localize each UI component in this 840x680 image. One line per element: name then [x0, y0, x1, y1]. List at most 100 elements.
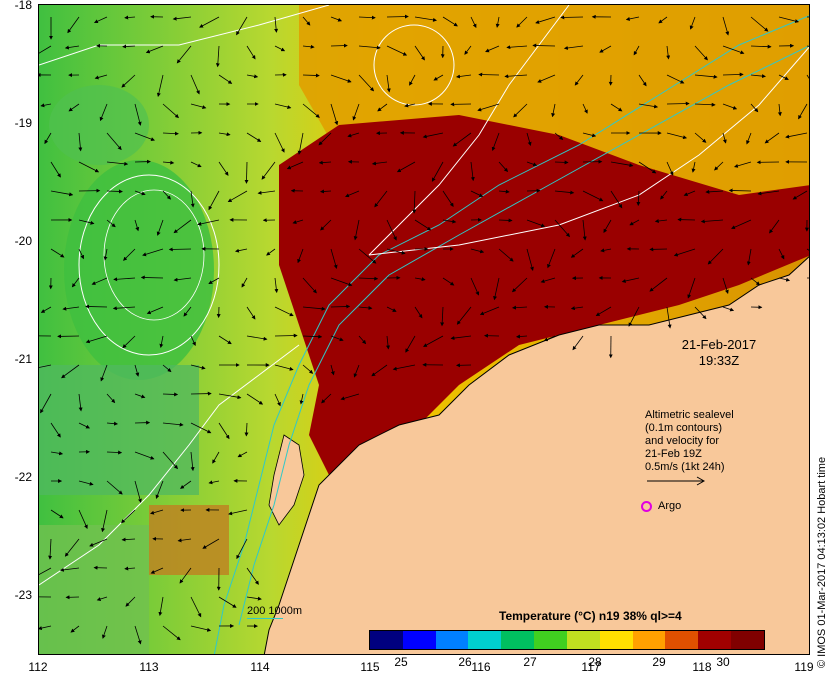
velocity-arrow	[694, 45, 708, 61]
velocity-arrow	[470, 16, 477, 29]
velocity-arrow	[179, 567, 192, 584]
velocity-arrow	[806, 74, 809, 79]
velocity-arrow	[540, 277, 556, 284]
velocity-arrow	[694, 132, 707, 143]
velocity-arrow	[244, 161, 249, 184]
velocity-arrow	[330, 74, 352, 83]
land-mass	[264, 256, 809, 654]
velocity-arrow	[274, 45, 286, 52]
velocity-arrow	[274, 132, 285, 153]
velocity-arrow	[722, 45, 745, 55]
velocity-arrow	[666, 132, 688, 140]
velocity-arrow	[687, 277, 696, 299]
velocity-arrow	[134, 190, 146, 196]
velocity-arrow	[582, 219, 587, 241]
velocity-arrow	[236, 538, 248, 560]
velocity-arrow	[422, 132, 444, 139]
velocity-arrow	[374, 190, 388, 208]
velocity-arrow	[526, 219, 546, 228]
velocity-arrow	[371, 161, 388, 166]
velocity-arrow	[78, 132, 83, 152]
velocity-arrow	[318, 160, 332, 165]
velocity-arrow	[442, 16, 458, 27]
velocity-arrow	[134, 132, 155, 141]
velocity-arrow	[142, 248, 164, 257]
velocity-arrow	[48, 538, 53, 560]
velocity-arrow	[274, 393, 281, 407]
y-tick-label: -20	[14, 234, 32, 248]
y-tick-label: -19	[14, 116, 32, 130]
velocity-arrow	[246, 74, 259, 79]
velocity-arrow	[208, 190, 220, 211]
velocity-arrow	[694, 74, 718, 79]
velocity-arrow	[498, 248, 514, 262]
velocity-arrow	[764, 132, 780, 144]
velocity-arrow	[532, 43, 556, 48]
velocity-arrow	[806, 45, 809, 47]
velocity-arrow	[563, 45, 584, 50]
velocity-arrow	[241, 277, 248, 288]
velocity-arrow	[352, 103, 360, 121]
velocity-arrow	[666, 161, 674, 176]
velocity-arrow	[433, 74, 444, 81]
velocity-arrow	[625, 16, 640, 21]
colorbar-segment	[435, 631, 469, 649]
velocity-arrow	[792, 190, 808, 200]
hot-pool-region	[279, 115, 809, 475]
velocity-arrow	[218, 596, 237, 608]
velocity-arrow	[638, 103, 659, 109]
velocity-arrow	[101, 509, 108, 533]
velocity-arrow	[511, 305, 528, 310]
altimetry-legend: Altimetric sealevel (0.1m contours) and …	[645, 409, 734, 474]
velocity-arrow	[218, 393, 242, 400]
velocity-arrow	[106, 450, 123, 455]
velocity-arrow	[106, 161, 129, 166]
velocity-arrow	[450, 335, 472, 341]
velocity-arrow	[621, 277, 640, 283]
velocity-arrow	[330, 16, 343, 22]
velocity-arrow	[554, 219, 571, 238]
velocity-arrow	[554, 160, 569, 165]
colorbar	[369, 630, 765, 650]
velocity-arrow	[414, 219, 432, 231]
velocity-arrow	[237, 451, 248, 458]
velocity-arrow	[121, 509, 136, 524]
velocity-arrow	[93, 16, 108, 24]
velocity-arrow	[599, 45, 612, 53]
colorbar-title: Temperature (°C) n19 38% ql>=4	[499, 609, 682, 623]
velocity-arrow	[190, 596, 202, 618]
velocity-arrow	[547, 248, 556, 269]
velocity-arrow	[212, 451, 220, 464]
velocity-arrow	[173, 277, 192, 282]
velocity-arrow	[694, 306, 707, 320]
velocity-arrow	[511, 277, 528, 293]
velocity-arrow	[215, 45, 220, 68]
velocity-arrow	[414, 16, 437, 22]
velocity-arrow	[40, 393, 52, 414]
velocity-arrow	[603, 219, 612, 234]
velocity-arrow	[340, 393, 360, 401]
velocity-arrow	[236, 16, 248, 36]
colorbar-tick-label: 25	[394, 655, 408, 669]
velocity-arrow	[302, 73, 320, 78]
velocity-arrow	[162, 625, 181, 641]
colorbar-tick-label: 28	[588, 655, 602, 669]
velocity-arrow	[199, 16, 220, 28]
coastline	[263, 256, 809, 654]
velocity-arrow	[50, 248, 65, 258]
velocity-arrow	[722, 306, 735, 312]
x-tick-label: 112	[28, 660, 48, 674]
velocity-arrow	[386, 335, 391, 350]
velocity-arrow	[516, 16, 528, 28]
velocity-arrow	[70, 625, 80, 633]
velocity-arrow	[162, 190, 171, 200]
velocity-arrow	[297, 132, 304, 155]
velocity-arrow	[582, 190, 604, 202]
velocity-arrow	[330, 277, 353, 287]
legend-line-3: and velocity for	[645, 435, 719, 447]
velocity-arrow	[299, 393, 304, 405]
velocity-arrow	[228, 509, 248, 516]
velocity-arrow	[302, 16, 311, 26]
velocity-arrow	[113, 277, 136, 282]
velocity-arrow	[636, 190, 641, 207]
